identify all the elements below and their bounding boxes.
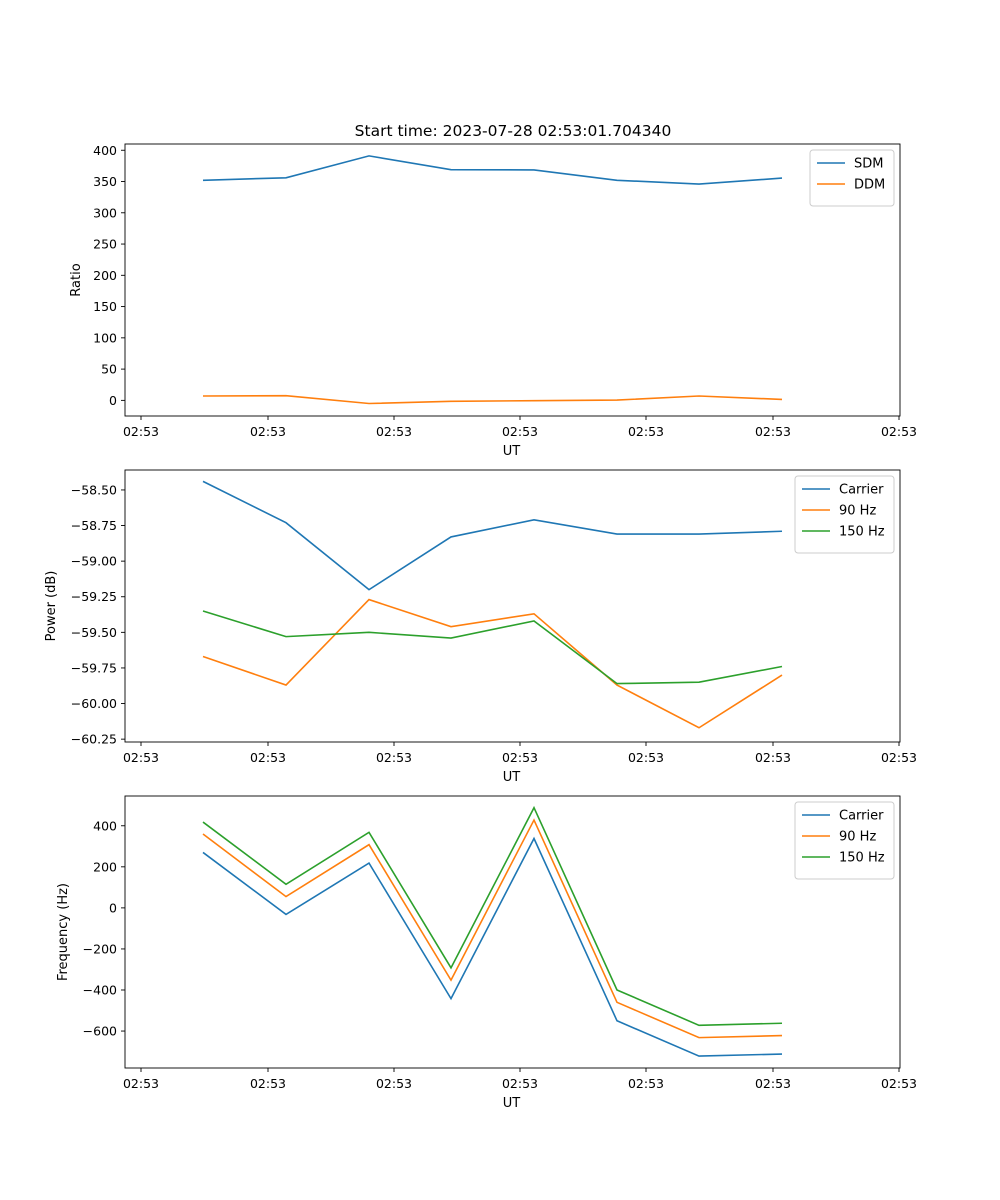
y-axis-label: Frequency (Hz)	[56, 883, 71, 981]
x-tick-label: 02:53	[628, 1076, 664, 1091]
y-tick-label: −600	[83, 1024, 117, 1039]
legend: SDM DDM	[809, 149, 895, 207]
legend-box	[809, 149, 895, 207]
series-line-150-hz	[202, 805, 783, 1027]
y-tick-label: 0	[109, 393, 117, 408]
y-tick-label: 0	[109, 900, 117, 915]
x-tick-label: 02:53	[123, 750, 159, 765]
x-tick-label: 02:53	[502, 750, 538, 765]
y-tick-label: −59.75	[71, 660, 117, 675]
x-tick-label: 02:53	[628, 424, 664, 439]
x-tick-label: 02:53	[376, 750, 412, 765]
y-tick-label: 300	[93, 205, 117, 220]
legend-label: SDM	[854, 157, 883, 172]
legend-label: 90 Hz	[839, 830, 876, 845]
axes-frame	[124, 469, 901, 743]
legend-label: Carrier	[839, 809, 884, 824]
axes-frame	[124, 795, 901, 1069]
series-line-carrier	[202, 480, 783, 591]
y-tick-label: 50	[101, 362, 117, 377]
y-tick-label: 100	[93, 330, 117, 345]
series-line-90-hz	[202, 818, 783, 1039]
x-tick-label: 02:53	[123, 1076, 159, 1091]
legend-label: DDM	[854, 178, 885, 193]
y-tick-label: 200	[93, 859, 117, 874]
series-line-sdm	[202, 155, 783, 185]
x-axis-label: UT	[503, 1096, 521, 1111]
series-line-150-hz	[202, 610, 783, 685]
y-tick-label: 400	[93, 818, 117, 833]
y-axis-label: Power (dB)	[44, 571, 59, 642]
y-tick-label: −58.50	[71, 482, 117, 497]
panels: 02:53 02:53 02:53 02:53 02:53 02:53 02:53 0 50 10…	[44, 143, 917, 1111]
figure-title: Start time: 2023-07-28 02:53:01.704340	[355, 122, 672, 140]
x-tick-label: 02:53	[376, 1076, 412, 1091]
x-tick-label: 02:53	[881, 750, 917, 765]
legend-label: 90 Hz	[839, 504, 876, 519]
y-tick-label: 200	[93, 268, 117, 283]
y-tick-label: −59.25	[71, 589, 117, 604]
x-tick-label: 02:53	[755, 1076, 791, 1091]
x-axis-label: UT	[503, 770, 521, 785]
series-line-carrier	[202, 836, 783, 1057]
y-tick-label: −200	[83, 941, 117, 956]
x-tick-label: 02:53	[881, 424, 917, 439]
y-tick-label: 250	[93, 237, 117, 252]
y-tick-label: −59.00	[71, 554, 117, 569]
panel-1: 02:53 02:53 02:53 02:53 02:53 02:53 02:53 0 50 10…	[69, 143, 917, 459]
series-line-90-hz	[202, 598, 783, 729]
legend: Carrier 90 Hz 150 Hz	[794, 475, 895, 554]
legend-label: Carrier	[839, 483, 884, 498]
axes-frame	[124, 143, 901, 417]
legend-label: 150 Hz	[839, 851, 885, 866]
series-line-ddm	[202, 394, 783, 405]
panel-3: 02:53 02:53 02:53 02:53 02:53 02:53 02:53 −600 −…	[56, 795, 917, 1111]
legend-label: 150 Hz	[839, 525, 885, 540]
y-tick-label: −59.50	[71, 625, 117, 640]
x-tick-label: 02:53	[250, 750, 286, 765]
y-tick-label: −60.00	[71, 696, 117, 711]
x-tick-label: 02:53	[502, 1076, 538, 1091]
x-tick-label: 02:53	[250, 1076, 286, 1091]
legend-box	[794, 475, 895, 554]
y-tick-label: 400	[93, 143, 117, 158]
legend-box	[794, 801, 895, 880]
x-tick-label: 02:53	[123, 424, 159, 439]
x-tick-label: 02:53	[881, 1076, 917, 1091]
y-tick-label: 350	[93, 174, 117, 189]
x-tick-label: 02:53	[755, 424, 791, 439]
legend: Carrier 90 Hz 150 Hz	[794, 801, 895, 880]
x-tick-label: 02:53	[376, 424, 412, 439]
y-tick-label: −60.25	[71, 732, 117, 747]
x-tick-label: 02:53	[628, 750, 664, 765]
x-axis-label: UT	[503, 444, 521, 459]
y-tick-label: −58.75	[71, 518, 117, 533]
x-tick-label: 02:53	[250, 424, 286, 439]
y-tick-label: 150	[93, 299, 117, 314]
y-axis-label: Ratio	[69, 263, 84, 296]
panel-2: 02:53 02:53 02:53 02:53 02:53 02:53 02:53 −60.2…	[44, 469, 917, 785]
y-tick-label: −400	[83, 982, 117, 997]
x-tick-label: 02:53	[502, 424, 538, 439]
x-tick-label: 02:53	[755, 750, 791, 765]
